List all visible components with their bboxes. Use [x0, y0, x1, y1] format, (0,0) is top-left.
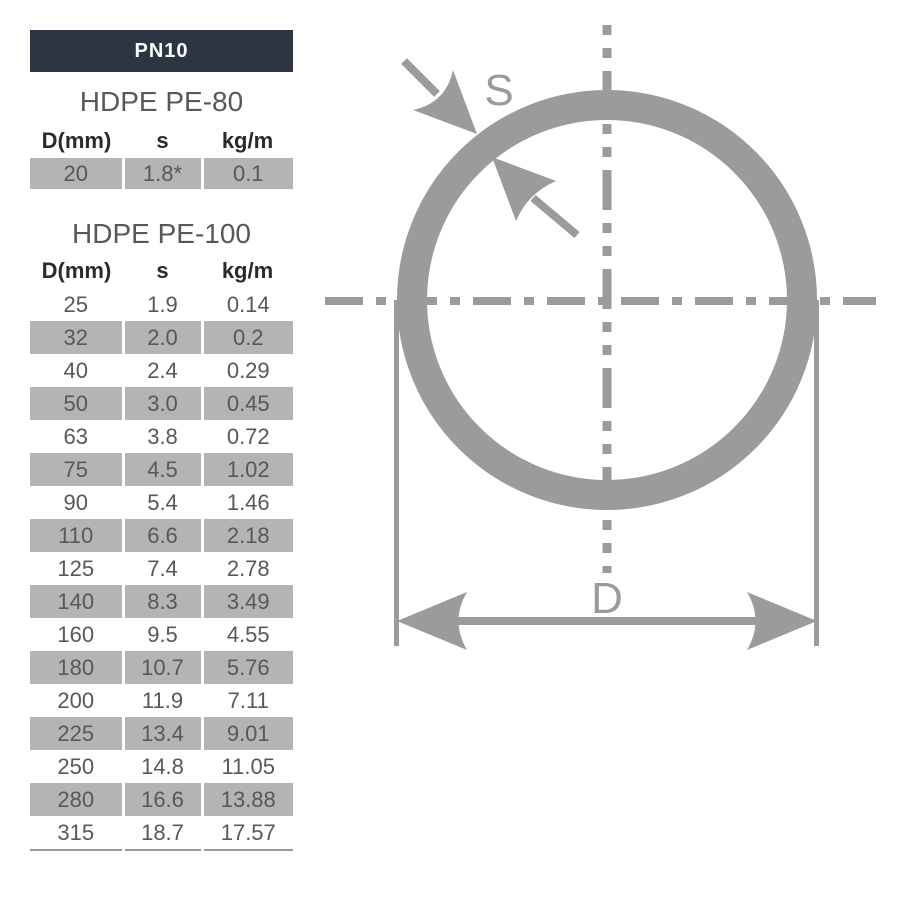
diameter-value: 110	[30, 519, 123, 552]
col-header-diameter: D(mm)	[41, 258, 112, 283]
table-row: 75 4.5 1.02	[30, 453, 293, 486]
weight-value: 0.72	[200, 420, 293, 453]
wall-thickness-value: 9.5	[121, 618, 202, 651]
weight-value: 0.29	[200, 354, 293, 387]
table-row: 200 11.9 7.11	[30, 684, 293, 717]
diameter-value: 315	[30, 816, 123, 851]
wall-thickness-value: 5.4	[121, 486, 202, 519]
weight-value: 9.01	[200, 717, 293, 750]
pressure-class-header: PN10	[30, 30, 293, 72]
wall-arrow-inner-tail	[530, 194, 580, 239]
table-row: 25 1.9 0.14	[30, 288, 293, 321]
wall-thickness-value: 2.0	[121, 321, 202, 354]
wall-thickness-value: 2.4	[121, 354, 202, 387]
table-row: 32 2.0 0.2	[30, 321, 293, 354]
col-header-weight: kg/m	[221, 258, 274, 283]
pe100-title: HDPE PE-100	[72, 218, 251, 249]
weight-value: 7.11	[200, 684, 293, 717]
pressure-class-label: PN10	[134, 39, 189, 62]
weight-value: 11.05	[200, 750, 293, 783]
weight-value: 2.18	[200, 519, 293, 552]
table-row: 110 6.6 2.18	[30, 519, 293, 552]
weight-value: 4.55	[200, 618, 293, 651]
weight-value: 1.02	[200, 453, 293, 486]
table-row: 40 2.4 0.29	[30, 354, 293, 387]
wall-thickness-value: 8.3	[121, 585, 202, 618]
table-row: 225 13.4 9.01	[30, 717, 293, 750]
table-row: 315 18.7 17.57	[30, 816, 293, 851]
table-row: 50 3.0 0.45	[30, 387, 293, 420]
table-row: 90 5.4 1.46	[30, 486, 293, 519]
wall-thickness-value: 3.0	[121, 387, 202, 420]
pipe-diagram-svg: S D	[325, 25, 876, 650]
diameter-value: 75	[30, 453, 123, 486]
weight-value: 3.49	[200, 585, 293, 618]
wall-thickness-value: 3.8	[121, 420, 202, 453]
weight-value: 2.78	[200, 552, 293, 585]
wall-thickness-label: S	[484, 66, 513, 115]
wall-thickness-value: 16.6	[121, 783, 202, 816]
wall-thickness-value: 6.6	[121, 519, 202, 552]
col-header-wall: s	[156, 258, 169, 283]
diameter-value: 25	[63, 291, 88, 317]
diameter-arrowhead-left	[397, 592, 467, 650]
col-header-weight: kg/m	[221, 128, 274, 153]
table-row: 63 3.8 0.72	[30, 420, 293, 453]
weight-value: 13.88	[200, 783, 293, 816]
wall-thickness-value: 14.8	[121, 750, 202, 783]
diameter-value: 50	[30, 387, 123, 420]
table-row: 125 7.4 2.78	[30, 552, 293, 585]
wall-thickness-value: 1.8*	[121, 158, 202, 189]
weight-value: 17.57	[200, 816, 293, 851]
col-header-diameter: D(mm)	[41, 128, 112, 153]
table-row: 250 14.8 11.05	[30, 750, 293, 783]
weight-value: 0.14	[200, 288, 293, 321]
diameter-value: 250	[57, 753, 95, 779]
wall-thickness-value: 10.7	[121, 651, 202, 684]
weight-value: 0.2	[200, 321, 293, 354]
wall-arrowhead-outer	[413, 70, 477, 134]
wall-arrow-outer-tail	[401, 58, 440, 97]
table-row: 180 10.7 5.76	[30, 651, 293, 684]
wall-thickness-value: 18.7	[121, 816, 202, 851]
diameter-value: 63	[63, 423, 88, 449]
pe100-table: D(mm) s kg/m 25 1.9 0.14 32 2.0 0.2 40 2…	[30, 254, 293, 851]
weight-value: 0.1	[200, 158, 293, 189]
diameter-arrowhead-right	[747, 592, 817, 650]
weight-value: 0.45	[200, 387, 293, 420]
pe80-table: D(mm) s kg/m 20 1.8* 0.1	[30, 124, 293, 189]
diameter-label: D	[591, 574, 623, 623]
diameter-value: 180	[30, 651, 123, 684]
pipe-cross-section-diagram: S D	[320, 15, 890, 675]
weight-value: 1.46	[200, 486, 293, 519]
diameter-value: 125	[57, 555, 95, 581]
spec-panel: PN10 HDPE PE-80 D(mm) s kg/m 20 1.8* 0.1…	[30, 30, 293, 851]
pe100-header-row: D(mm) s kg/m	[30, 254, 293, 288]
table-row: 140 8.3 3.49	[30, 585, 293, 618]
diameter-value: 225	[30, 717, 123, 750]
wall-thickness-value: 1.9	[121, 288, 202, 321]
wall-thickness-value: 4.5	[121, 453, 202, 486]
table-row: 20 1.8* 0.1	[30, 158, 293, 189]
diameter-value: 160	[57, 621, 95, 647]
pe80-header-row: D(mm) s kg/m	[30, 124, 293, 158]
weight-value: 5.76	[200, 651, 293, 684]
table-row: 160 9.5 4.55	[30, 618, 293, 651]
diameter-value: 200	[57, 687, 95, 713]
diameter-value: 90	[63, 489, 88, 515]
diameter-value: 40	[63, 357, 88, 383]
wall-thickness-value: 13.4	[121, 717, 202, 750]
diameter-value: 280	[30, 783, 123, 816]
diameter-value: 32	[30, 321, 123, 354]
diameter-value: 20	[30, 158, 123, 189]
wall-thickness-value: 11.9	[121, 684, 202, 717]
pe80-title: HDPE PE-80	[79, 86, 244, 117]
diameter-value: 140	[30, 585, 123, 618]
wall-arrowhead-inner	[492, 157, 556, 221]
table-row: 280 16.6 13.88	[30, 783, 293, 816]
wall-thickness-value: 7.4	[121, 552, 202, 585]
col-header-wall: s	[156, 128, 169, 153]
